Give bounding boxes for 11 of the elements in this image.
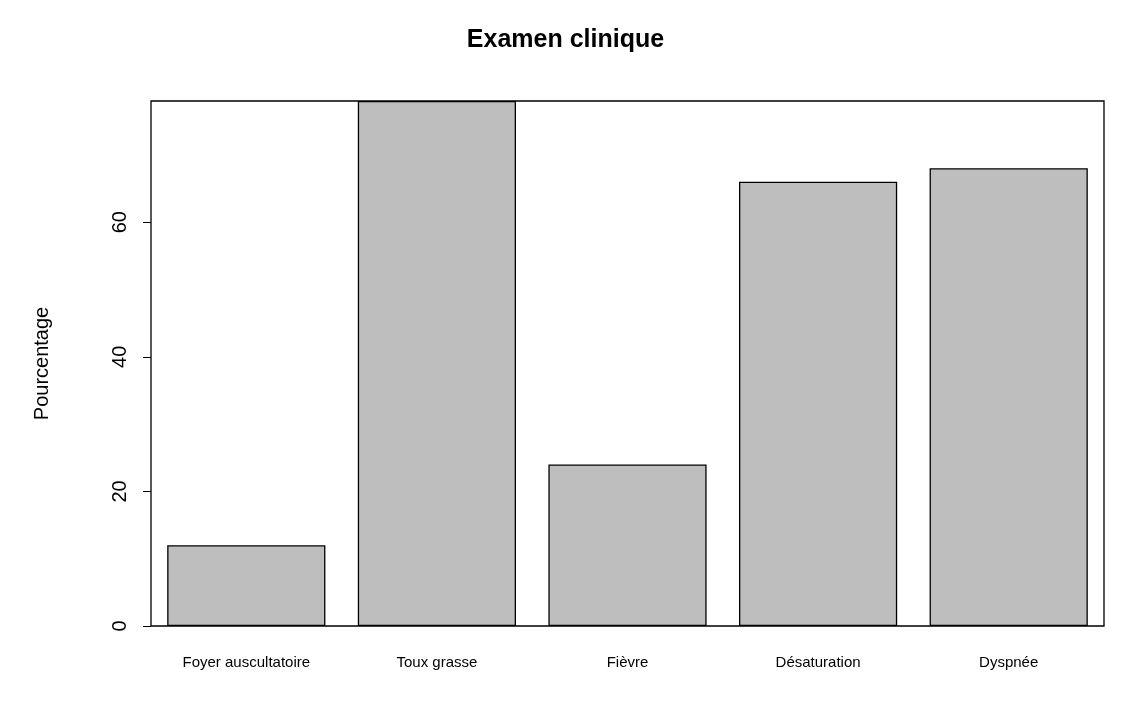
x-tick-label: Foyer auscultatoire — [182, 653, 311, 670]
chart-title: Examen clinique — [466, 23, 665, 52]
y-axis-title: Pourcentage — [30, 306, 52, 421]
x-tick-label: Dyspnée — [979, 653, 1039, 670]
x-tick-label: Toux grasse — [396, 653, 478, 670]
y-tick-label: 60 — [108, 211, 130, 234]
y-tick-label: 40 — [108, 345, 130, 368]
y-tick-label: 20 — [108, 480, 130, 503]
y-tick-label: 0 — [108, 620, 130, 632]
x-tick-label: Fièvre — [606, 653, 649, 670]
x-tick-label: Désaturation — [775, 653, 861, 670]
